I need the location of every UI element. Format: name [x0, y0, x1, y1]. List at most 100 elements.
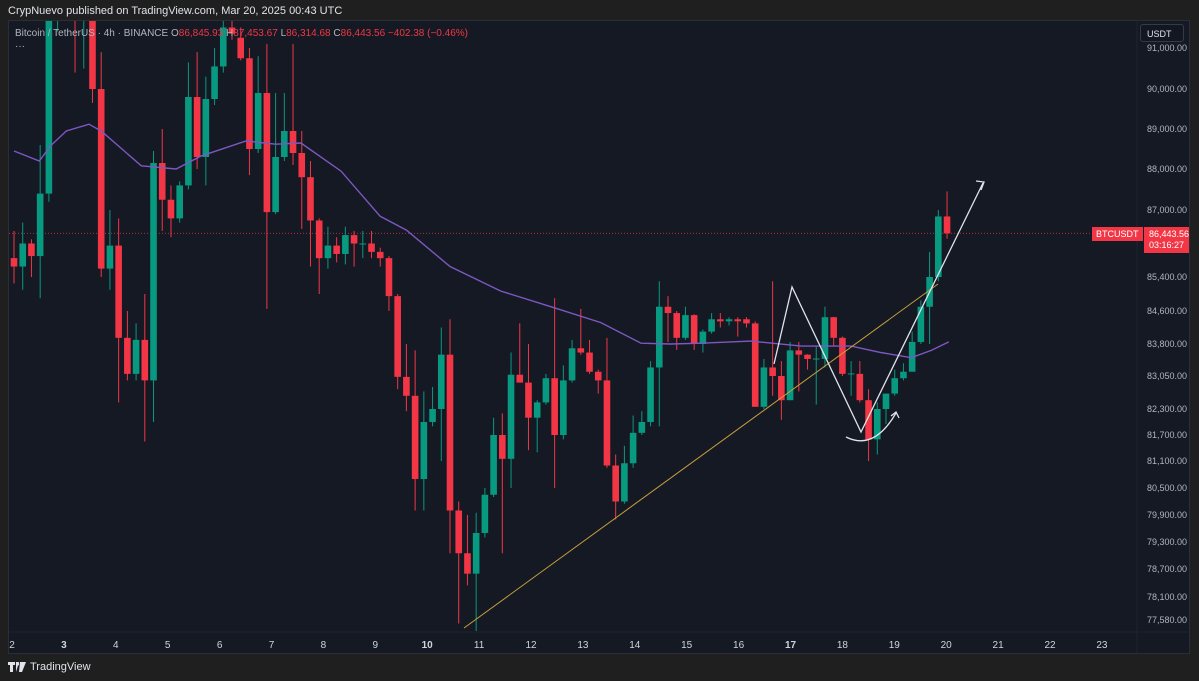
moving-average-line: [13, 123, 950, 359]
candle-up: [132, 339, 140, 374]
candle-down: [577, 348, 585, 353]
bar-countdown: 03:16:27: [1149, 240, 1185, 250]
candle-down: [464, 553, 471, 574]
time-tick-label: 21: [992, 640, 1004, 651]
candle-down: [193, 97, 201, 157]
arrowhead-icon: [975, 180, 985, 191]
price-tick-label: 77,580.00: [1146, 615, 1187, 625]
candle-up: [219, 27, 227, 67]
curved-arrowhead-icon: [890, 410, 900, 419]
price-tick-label: 84,600.00: [1146, 306, 1187, 316]
time-tick-label: 3: [61, 640, 67, 651]
candle-down: [124, 337, 131, 374]
candle-down: [551, 378, 558, 435]
candle-down: [333, 245, 340, 254]
time-tick-label: 22: [1044, 640, 1056, 651]
price-tick-label: 90,000.00: [1146, 84, 1187, 94]
symbol-description[interactable]: Bitcoin / TetherUS · 4h · BINANCE: [15, 28, 169, 39]
candle-up: [533, 402, 541, 418]
time-tick-label: 8: [320, 640, 327, 651]
candle-up: [472, 533, 480, 574]
candle-up: [821, 317, 829, 359]
candle-up: [847, 373, 855, 375]
price-tick-label: 83,800.00: [1146, 339, 1187, 349]
candle-down: [10, 258, 18, 267]
tradingview-wordmark: TradingView: [30, 661, 91, 673]
candle-down: [664, 306, 672, 314]
chart-panel[interactable]: Bitcoin / TetherUS · 4h · BINANCE O86,84…: [8, 20, 1190, 654]
candle-down: [734, 319, 742, 322]
candle-down: [89, 21, 96, 89]
time-tick-label: 5: [164, 640, 171, 651]
currency-button[interactable]: USDT: [1140, 24, 1184, 42]
price-tick-label: 81,700.00: [1146, 430, 1187, 440]
low-label: L: [280, 28, 287, 39]
price-tick-label: 91,000.00: [1146, 43, 1187, 53]
price-tick-label: 88,000.00: [1146, 164, 1187, 174]
candle-up: [629, 432, 637, 464]
candle-down: [350, 235, 358, 244]
candle-up: [106, 245, 114, 269]
candle-up: [272, 157, 279, 213]
candle-up: [786, 350, 794, 401]
time-tick-label: 17: [784, 640, 797, 651]
ascending-trendline: [463, 283, 939, 629]
candle-up: [542, 378, 550, 403]
high-label: H: [226, 28, 234, 39]
time-tick-label: 9: [372, 640, 379, 651]
candle-up: [760, 367, 768, 407]
candle-up: [429, 409, 436, 422]
curved-arrow-drawing: [845, 412, 897, 442]
price-tick-label: 80,500.00: [1146, 483, 1187, 493]
candle-down: [289, 131, 297, 153]
candle-up: [254, 93, 262, 149]
more-button[interactable]: ···: [15, 41, 25, 52]
candle-down: [856, 373, 864, 401]
candle-down: [385, 258, 393, 297]
candle-up: [211, 66, 218, 99]
price-tick-label: 79,900.00: [1146, 510, 1187, 520]
candle-up: [882, 393, 890, 409]
candle-down: [943, 216, 951, 234]
candle-down: [411, 395, 419, 479]
candle-up: [324, 245, 332, 259]
time-tick-label: 16: [733, 640, 745, 651]
last-price-value: 86,443.56: [1149, 229, 1190, 239]
time-tick-label: 2: [9, 640, 15, 651]
candle-up: [900, 371, 907, 379]
candlestick-chart[interactable]: [9, 21, 1190, 654]
price-tick-label: 82,300.00: [1146, 404, 1187, 414]
close-label: C: [333, 28, 341, 39]
price-tick-label: 78,100.00: [1146, 592, 1187, 602]
candle-down: [158, 163, 166, 200]
candle-up: [185, 97, 192, 186]
candle-down: [804, 354, 811, 359]
candle-down: [499, 435, 506, 459]
tradingview-logo[interactable]: TradingView: [8, 661, 91, 673]
candle-down: [394, 296, 401, 377]
candle-up: [647, 367, 654, 422]
price-tick-label: 85,400.00: [1146, 272, 1187, 282]
candle-up: [150, 163, 157, 381]
time-tick-label: 15: [681, 640, 693, 651]
candle-down: [839, 337, 846, 374]
candle-down: [778, 376, 785, 401]
candle-up: [621, 463, 628, 502]
last-price-label: 86,443.56 03:16:27: [1144, 227, 1190, 253]
close-value: 86,443.56: [340, 28, 386, 39]
time-tick-label: 18: [836, 640, 848, 651]
candle-down: [612, 465, 619, 502]
time-tick-label: 13: [577, 640, 589, 651]
candle-down: [594, 371, 602, 381]
candle-down: [97, 89, 105, 269]
candle-down: [516, 374, 524, 383]
candle-up: [19, 243, 27, 267]
candle-down: [368, 243, 375, 252]
price-tick-label: 89,000.00: [1146, 124, 1187, 134]
candle-up: [507, 374, 515, 459]
candle-up: [481, 494, 489, 533]
candle-up: [812, 358, 820, 360]
candle-up: [490, 435, 497, 495]
price-tick-label: 79,300.00: [1146, 537, 1187, 547]
candle-down: [769, 367, 776, 376]
